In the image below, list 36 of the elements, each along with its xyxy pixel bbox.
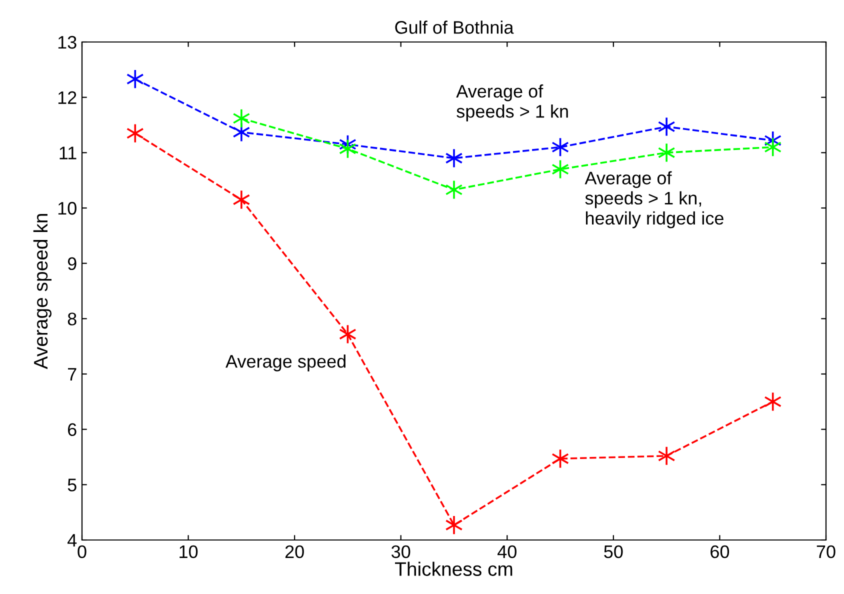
y-tick-label: 12 xyxy=(58,91,76,104)
x-tick-label: 0 xyxy=(78,545,86,558)
series-label: Average of speeds > 1 kn xyxy=(456,84,568,122)
x-tick-label: 60 xyxy=(710,545,730,558)
point xyxy=(126,123,144,144)
x-tick-label: 40 xyxy=(498,545,516,558)
point xyxy=(764,137,782,158)
y-tick-label: 6 xyxy=(68,423,76,436)
y-tick-label: 13 xyxy=(58,36,76,49)
x-tick-label: 20 xyxy=(285,545,304,558)
series-label: Average of speeds > 1 kn, heavily ridged ice xyxy=(584,171,724,228)
point xyxy=(445,148,463,168)
y-tick-label: 11 xyxy=(60,146,76,160)
chart-title: Gulf of Bothnia xyxy=(395,20,514,34)
x-tick-label: 10 xyxy=(180,545,198,558)
x-axis-title: Thickness cm xyxy=(395,562,512,576)
y-tick-label: 8 xyxy=(68,312,76,326)
x-tick-label: 70 xyxy=(816,545,836,558)
point xyxy=(764,392,782,412)
point xyxy=(658,116,676,137)
point xyxy=(658,446,676,466)
point xyxy=(232,108,250,128)
x-tick-label: 30 xyxy=(392,545,410,558)
series-label: Average speed xyxy=(226,354,346,372)
y-axis-title: Average speed kn xyxy=(33,214,52,370)
point xyxy=(232,190,250,210)
x-tick-label: 50 xyxy=(604,545,623,558)
point xyxy=(445,515,463,535)
point xyxy=(126,69,144,90)
y-tick-label: 10 xyxy=(58,202,76,215)
y-tick-label: 9 xyxy=(68,257,76,270)
point xyxy=(658,142,676,163)
y-tick-label: 5 xyxy=(68,478,76,492)
point xyxy=(445,180,463,200)
y-tick-label: 4 xyxy=(68,534,77,547)
y-tick-label: 7 xyxy=(68,368,76,381)
